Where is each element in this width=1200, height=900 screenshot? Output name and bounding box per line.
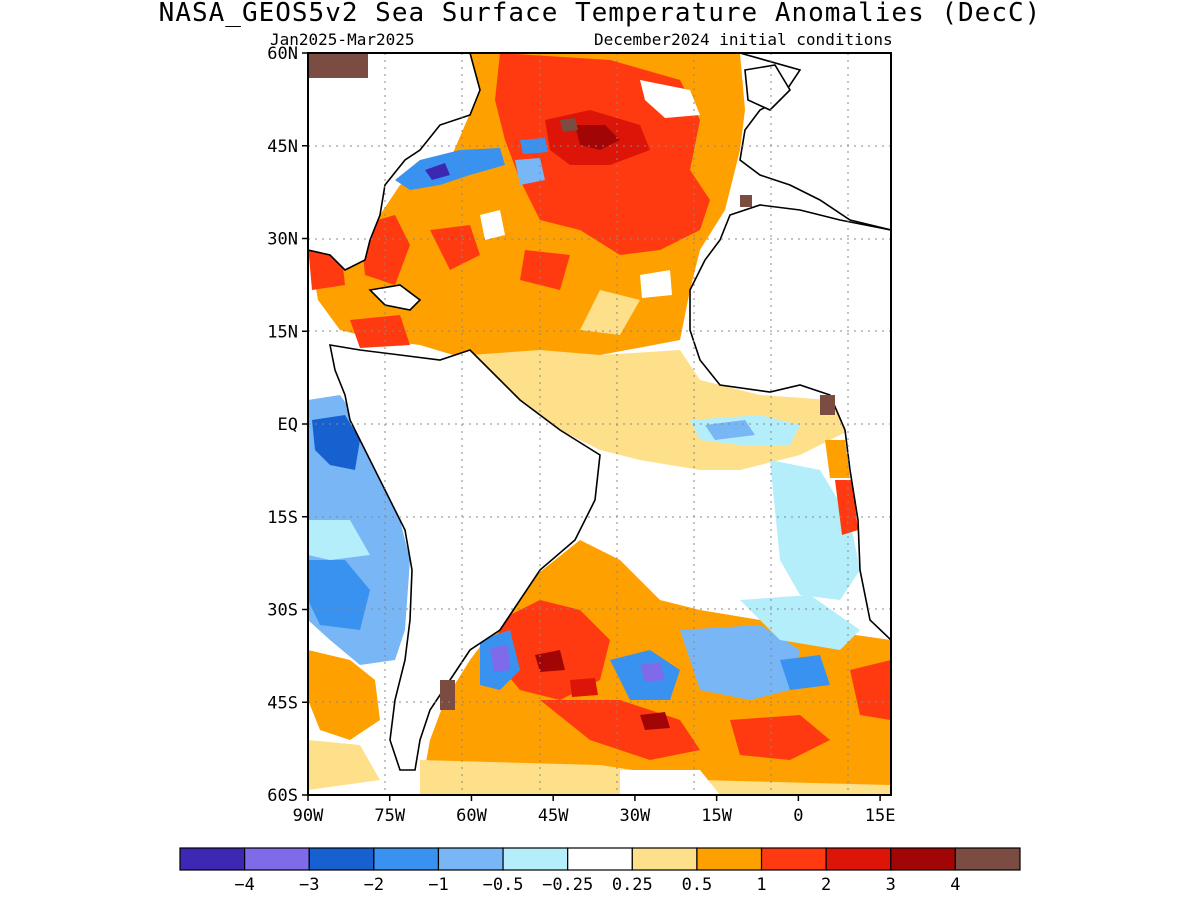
forecast-period: Jan2025-Mar2025: [270, 30, 415, 49]
lat-tick-label: 45S: [267, 693, 298, 713]
gulf-stream-cold-region: [515, 158, 545, 185]
east-pacific-cold-region: [308, 560, 370, 630]
south-atlantic-red-region: [495, 600, 610, 700]
colorbar-swatch: [244, 847, 310, 871]
equatorial-cold-tongue-core: [705, 420, 755, 440]
colorbar-label: −0.25: [542, 875, 593, 895]
lon-tick-label: 15W: [701, 806, 732, 826]
north-atlantic-hot-core: [575, 125, 620, 150]
south-atlantic-darkred-core: [535, 650, 565, 672]
lon-tick-label: 45W: [538, 806, 569, 826]
colorbar-label: −2: [364, 875, 384, 895]
colorbar-label: 1: [756, 875, 766, 895]
initial-conditions: December2024 initial conditions: [594, 30, 893, 49]
lat-tick-label: 60S: [267, 786, 298, 806]
lat-tick-label: 30N: [267, 230, 298, 250]
tropical-pale-band: [580, 290, 640, 335]
brown-patch: [740, 195, 752, 207]
south-atlantic-cold-patch: [780, 655, 830, 690]
lat-tick-label: 60N: [267, 44, 298, 64]
lon-tick-label: 15E: [865, 806, 896, 826]
colorbar-swatch: [890, 847, 956, 871]
colorbar-label: 3: [886, 875, 896, 895]
colorbar-swatch: [631, 847, 698, 871]
north-atlantic-neutral-patch: [640, 80, 700, 118]
lon-tick-label: 30W: [620, 806, 651, 826]
south-atlantic-neutral-patch: [620, 770, 720, 795]
lat-tick-label: 45N: [267, 137, 298, 157]
east-pacific-warm-strip: [308, 740, 380, 790]
south-atlantic-cold-patch: [680, 625, 800, 700]
colorbar-label: −3: [299, 875, 319, 895]
colorbar-label: −1: [428, 875, 448, 895]
north-atlantic-neutral-patch: [480, 210, 505, 240]
colorbar-label: 4: [950, 875, 960, 895]
angola-warm-strip: [825, 440, 850, 478]
lon-tick-label: 60W: [456, 806, 487, 826]
colorbar-swatch: [179, 847, 246, 871]
lon-tick-label: 0: [793, 806, 803, 826]
latitude-ticks: 60N 45N 30N 15N EQ 15S 30S 45S 60S: [267, 44, 308, 806]
caribbean-islands: [368, 284, 422, 311]
british-isles: [744, 64, 792, 111]
lon-tick-label: 75W: [374, 806, 405, 826]
north-atlantic-red-patch: [520, 250, 570, 290]
colorbar-swatch: [308, 847, 375, 871]
colorbar-label: 0.5: [682, 875, 713, 895]
land-masses: [308, 53, 891, 771]
colorbar-swatch: [437, 847, 504, 871]
brown-patch: [308, 53, 368, 78]
south-atlantic-red-region: [850, 660, 891, 720]
colorbar-swatch: [760, 847, 827, 871]
colorbar-label: 0.25: [612, 875, 653, 895]
colorbar-swatch: [825, 847, 892, 871]
colorbar-swatch: [567, 847, 633, 871]
east-pacific-light-region: [308, 520, 370, 560]
gulf-stream-coldest: [425, 163, 450, 180]
colorbar-swatch: [696, 847, 763, 871]
north-america-land: [308, 53, 481, 271]
lon-tick-label: 90W: [293, 806, 324, 826]
lat-tick-label: 15S: [267, 508, 298, 528]
map-gridlines: [308, 53, 891, 795]
colorbar-swatch: [502, 847, 569, 871]
colorbar-label: −4: [234, 875, 254, 895]
chart-title: NASA_GEOS5v2 Sea Surface Temperature Ano…: [158, 0, 1042, 28]
africa-land: [689, 204, 891, 642]
colorbar: −4 −3 −2 −1 −0.5 −0.25 0.25 0.5 1 2 3 4: [179, 847, 1021, 895]
colorbar-label: −0.5: [483, 875, 524, 895]
southeast-atlantic-cold: [770, 460, 860, 600]
colorbar-label: 2: [821, 875, 831, 895]
sst-anomaly-field: [308, 53, 891, 795]
south-atlantic-cold-core: [640, 662, 665, 682]
east-pacific-warm-strip: [308, 650, 380, 740]
gulf-stream-cold-region: [395, 148, 505, 190]
colorbar-swatch: [954, 847, 1021, 871]
brown-patch: [820, 395, 835, 415]
lat-tick-label: 15N: [267, 322, 298, 342]
lat-tick-label: 30S: [267, 601, 298, 621]
brown-patch: [440, 680, 455, 710]
north-atlantic-brown-core: [560, 118, 578, 132]
colorbar-swatch: [373, 847, 440, 871]
south-atlantic-red-region: [730, 715, 830, 760]
north-atlantic-red-patch: [430, 225, 480, 270]
lat-tick-label: EQ: [278, 415, 298, 435]
brazil-malvinas-coldest: [490, 645, 510, 672]
south-atlantic-darkred-core: [640, 712, 670, 730]
south-atlantic-darkred-core: [570, 678, 598, 697]
north-atlantic-neutral-patch: [640, 270, 672, 298]
angola-warm-strip: [835, 480, 858, 535]
longitude-ticks: 90W 75W 60W 45W 30W 15W 0 15E: [293, 795, 896, 826]
east-pacific-cold-core: [312, 415, 360, 470]
